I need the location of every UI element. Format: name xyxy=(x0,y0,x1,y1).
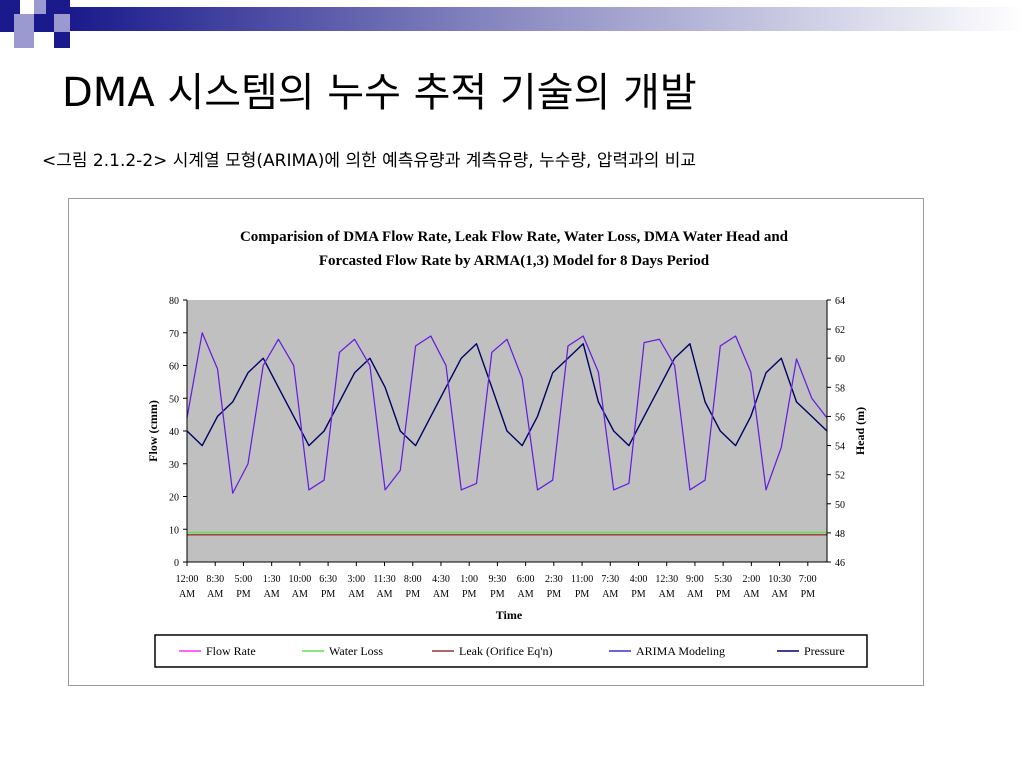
x-tick-time: 7:00 xyxy=(799,574,817,585)
y-tick-label: 70 xyxy=(169,329,179,340)
y-tick-label: 60 xyxy=(169,362,179,373)
y2-tick-label: 52 xyxy=(835,471,845,482)
x-tick-time: 5:00 xyxy=(235,574,253,585)
y2-tick-label: 64 xyxy=(835,296,845,307)
x-tick-time: 1:30 xyxy=(263,574,281,585)
slide-decoration xyxy=(0,0,1024,48)
x-tick-time: 11:00 xyxy=(571,574,593,585)
x-tick-period: PM xyxy=(547,589,562,600)
x-tick-time: 8:30 xyxy=(206,574,224,585)
x-tick-period: AM xyxy=(264,589,280,600)
x-tick-time: 9:30 xyxy=(489,574,507,585)
x-tick-time: 6:00 xyxy=(517,574,535,585)
chart-title: Comparision of DMA Flow Rate, Leak Flow … xyxy=(240,229,789,245)
x-tick-period: PM xyxy=(321,589,336,600)
x-tick-period: AM xyxy=(602,589,618,600)
figure-caption: <그림 2.1.2-2> 시계열 모형(ARIMA)에 의한 예측유량과 계측유… xyxy=(42,151,697,171)
x-tick-period: AM xyxy=(687,589,703,600)
x-tick-period: PM xyxy=(801,589,816,600)
y-tick-label: 10 xyxy=(169,525,179,536)
x-tick-period: PM xyxy=(490,589,505,600)
y2-tick-label: 50 xyxy=(835,500,845,511)
x-tick-period: AM xyxy=(772,589,788,600)
x-tick-time: 10:00 xyxy=(288,574,311,585)
x-tick-period: AM xyxy=(659,589,675,600)
x-tick-time: 2:30 xyxy=(545,574,563,585)
x-tick-period: PM xyxy=(631,589,646,600)
x-tick-time: 12:00 xyxy=(176,574,199,585)
x-tick-time: 7:30 xyxy=(601,574,619,585)
x-tick-time: 12:30 xyxy=(655,574,678,585)
x-tick-period: PM xyxy=(462,589,477,600)
legend-label: ARIMA Modeling xyxy=(636,644,725,658)
chart-frame: Comparision of DMA Flow Rate, Leak Flow … xyxy=(68,198,924,686)
slide-title: DMA 시스템의 누수 추적 기술의 개발 xyxy=(62,70,697,116)
x-tick-period: AM xyxy=(518,589,534,600)
series-line-pressure xyxy=(186,342,828,447)
legend-label: Flow Rate xyxy=(206,644,256,658)
y2-tick-label: 56 xyxy=(835,412,845,423)
x-tick-period: AM xyxy=(207,589,223,600)
x-tick-time: 1:00 xyxy=(460,574,478,585)
x-axis-label: Time xyxy=(496,608,523,622)
x-tick-period: AM xyxy=(376,589,392,600)
y-tick-label: 40 xyxy=(169,427,179,438)
y-tick-label: 30 xyxy=(169,460,179,471)
y2-tick-label: 46 xyxy=(835,558,845,569)
chart-subtitle: Forcasted Flow Rate by ARMA(1,3) Model f… xyxy=(319,253,710,269)
y2-tick-label: 60 xyxy=(835,354,845,365)
x-tick-period: PM xyxy=(716,589,731,600)
y-tick-label: 80 xyxy=(169,296,179,307)
y2-axis-label: Head (m) xyxy=(853,407,867,455)
x-tick-time: 8:00 xyxy=(404,574,422,585)
x-tick-time: 3:00 xyxy=(347,574,365,585)
y2-tick-label: 48 xyxy=(835,529,845,540)
x-tick-period: AM xyxy=(292,589,308,600)
y2-tick-label: 54 xyxy=(835,442,845,453)
y-tick-label: 50 xyxy=(169,394,179,405)
x-tick-time: 6:30 xyxy=(319,574,337,585)
legend-box xyxy=(154,634,868,668)
x-tick-time: 5:30 xyxy=(714,574,732,585)
x-tick-period: AM xyxy=(348,589,364,600)
x-tick-period: AM xyxy=(179,589,195,600)
x-tick-period: PM xyxy=(575,589,590,600)
x-tick-period: AM xyxy=(743,589,759,600)
x-tick-time: 2:00 xyxy=(742,574,760,585)
legend-label: Water Loss xyxy=(329,644,383,658)
y-tick-label: 20 xyxy=(169,493,179,504)
x-tick-time: 10:30 xyxy=(768,574,791,585)
legend-label: Leak (Orifice Eq'n) xyxy=(459,644,552,658)
x-tick-time: 9:00 xyxy=(686,574,704,585)
y-axis-label: Flow (cmm) xyxy=(146,400,160,462)
x-tick-period: AM xyxy=(433,589,449,600)
x-tick-time: 11:30 xyxy=(373,574,395,585)
x-tick-time: 4:30 xyxy=(432,574,450,585)
x-tick-period: PM xyxy=(236,589,251,600)
y2-tick-label: 62 xyxy=(835,325,845,336)
x-tick-period: PM xyxy=(406,589,421,600)
chart: Comparision of DMA Flow Rate, Leak Flow … xyxy=(146,229,868,668)
x-tick-time: 4:00 xyxy=(630,574,648,585)
y2-tick-label: 58 xyxy=(835,383,845,394)
legend-label: Pressure xyxy=(804,644,845,658)
series-line-arima-modeling xyxy=(186,332,828,494)
y-tick-label: 0 xyxy=(174,558,179,569)
